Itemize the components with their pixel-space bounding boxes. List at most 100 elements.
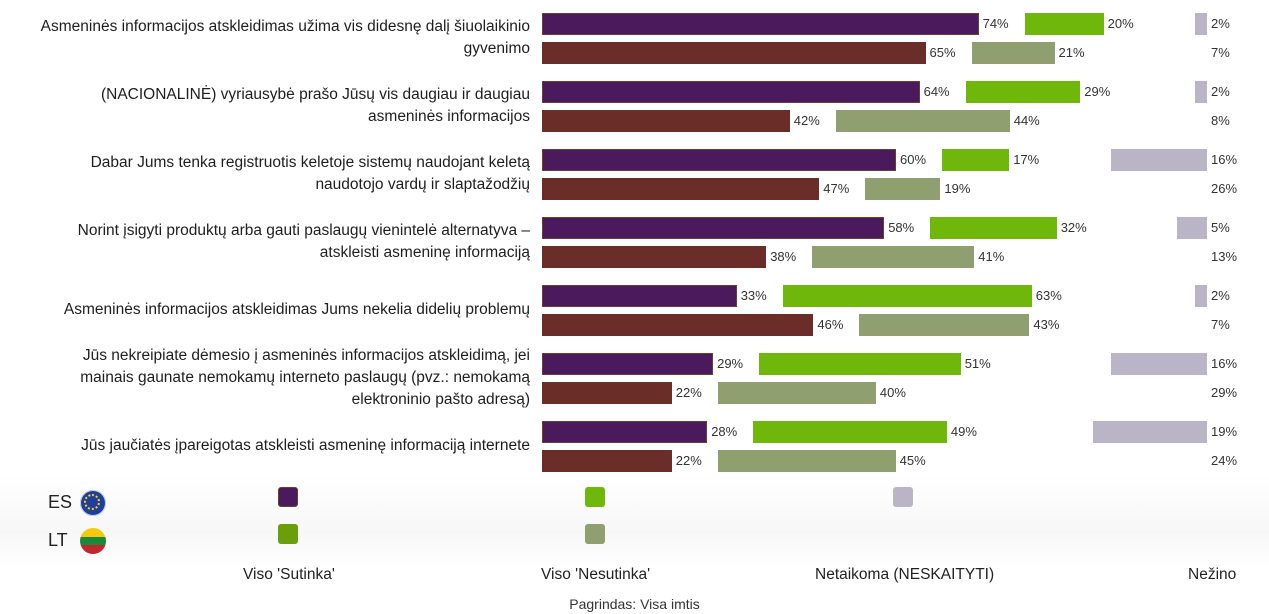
value-label: 64%	[923, 84, 950, 99]
value-label: 33%	[740, 288, 767, 303]
legend-band	[0, 475, 1269, 570]
value-label: 2%	[1211, 16, 1230, 31]
bar-lt-agree	[542, 246, 767, 268]
bar-lt-disagree	[812, 246, 975, 268]
bar-es-disagree	[1024, 13, 1104, 35]
bar-es-dk	[1093, 421, 1207, 443]
value-label: 20%	[1107, 16, 1134, 31]
value-label: 74%	[982, 16, 1009, 31]
bar-lt-agree	[542, 110, 790, 132]
legend-swatch-es-disagree	[585, 487, 605, 507]
bar-lt-disagree	[859, 314, 1030, 336]
value-label: 40%	[879, 385, 906, 400]
value-label: 58%	[888, 220, 915, 235]
column-header-na: Netaikoma (NESKAITYTI)	[815, 566, 995, 583]
question-label-line: asmeninės informacijos	[368, 108, 530, 125]
bar-es-dk	[1195, 81, 1207, 103]
question-label-line: elektroninio pašto adresą)	[351, 391, 530, 408]
value-label: 51%	[964, 356, 991, 371]
legend-lt-label: LT	[48, 530, 68, 550]
value-label: 24%	[1211, 453, 1238, 468]
value-label: 28%	[711, 424, 738, 439]
bar-es-agree	[542, 421, 708, 443]
bar-es-agree	[542, 217, 885, 239]
value-label: 65%	[929, 45, 956, 60]
bar-es-agree	[542, 149, 896, 171]
question-label: Jūs jaučiatės įpareigotas atskleisti asm…	[0, 435, 530, 457]
value-label: 2%	[1211, 84, 1230, 99]
legend-swatch-es-agree	[278, 487, 298, 507]
bar-es-dk	[1111, 353, 1207, 375]
eu-flag-icon	[80, 490, 106, 516]
bar-es-agree	[542, 13, 979, 35]
value-label: 29%	[1084, 84, 1111, 99]
bar-lt-dk	[1159, 110, 1207, 132]
legend-swatch-lt-agree	[278, 524, 298, 544]
bar-es-dk	[1111, 149, 1207, 171]
column-header-dk: Nežino	[1188, 566, 1237, 583]
question-label: Dabar Jums tenka registruotis keletoje s…	[0, 152, 530, 196]
lithuania-flag-icon	[80, 528, 106, 554]
bar-lt-agree	[542, 178, 820, 200]
bar-lt-agree	[542, 382, 672, 404]
bar-lt-disagree	[865, 178, 941, 200]
question-label-line: naudotojo vardų ir slaptažodžių	[315, 176, 530, 193]
value-label: 5%	[1211, 220, 1230, 235]
bar-lt-agree	[542, 42, 926, 64]
bar-lt-disagree	[717, 382, 876, 404]
bar-es-disagree	[942, 149, 1010, 171]
bar-es-dk	[1195, 285, 1207, 307]
value-label: 44%	[1013, 113, 1040, 128]
bar-lt-agree	[542, 314, 814, 336]
value-label: 49%	[950, 424, 977, 439]
question-label-line: gyvenimo	[463, 40, 530, 57]
bar-es-disagree	[753, 421, 947, 443]
question-label: Asmeninės informacijos atskleidimas Jums…	[0, 299, 530, 321]
value-label: 7%	[1211, 317, 1230, 332]
bar-lt-disagree	[717, 450, 896, 472]
value-label: 43%	[1033, 317, 1060, 332]
question-label-line: atskleisti asmeninę informaciją	[319, 244, 530, 261]
value-label: 38%	[770, 249, 797, 264]
question-label: (NACIONALINĖ) vyriausybė prašo Jūsų vis …	[0, 84, 530, 128]
bar-es-disagree	[930, 217, 1057, 239]
value-label: 13%	[1211, 249, 1238, 264]
bar-es-dk	[1177, 217, 1207, 239]
value-label: 22%	[675, 453, 702, 468]
question-label-line: Jūs nekreipiate dėmesio į asmeninės info…	[82, 347, 530, 364]
value-label: 46%	[817, 317, 844, 332]
value-label: 16%	[1211, 356, 1238, 371]
legend-swatch-lt-disagree	[585, 524, 605, 544]
bar-es-disagree	[782, 285, 1032, 307]
legend-es-label: ES	[48, 492, 73, 512]
bar-es-dk	[1195, 13, 1207, 35]
value-label: 63%	[1035, 288, 1062, 303]
bar-lt-dk	[1051, 178, 1207, 200]
bar-es-disagree	[965, 81, 1081, 103]
bar-es-agree	[542, 81, 920, 103]
question-label-line: (NACIONALINĖ) vyriausybė prašo Jūsų vis …	[100, 86, 530, 103]
bar-lt-dk	[1063, 450, 1207, 472]
bar-lt-disagree	[835, 110, 1010, 132]
value-label: 41%	[978, 249, 1005, 264]
question-label: Asmeninės informacijos atskleidimas užim…	[0, 16, 530, 60]
value-label: 60%	[900, 152, 927, 167]
value-label: 22%	[675, 385, 702, 400]
value-label: 17%	[1013, 152, 1040, 167]
question-label-line: Asmeninės informacijos atskleidimas užim…	[40, 18, 530, 35]
question-label-line: mainais gaunate nemokamų interneto pasla…	[80, 369, 530, 386]
question-label-line: Jūs jaučiatės įpareigotas atskleisti asm…	[81, 437, 530, 454]
value-label: 42%	[793, 113, 820, 128]
column-header-agree: Viso 'Sutinka'	[243, 566, 335, 583]
value-label: 29%	[717, 356, 744, 371]
bar-lt-agree	[542, 450, 672, 472]
bar-lt-dk	[1129, 246, 1207, 268]
bar-es-agree	[542, 353, 714, 375]
value-label: 8%	[1211, 113, 1230, 128]
value-label: 47%	[823, 181, 850, 196]
value-label: 26%	[1211, 181, 1238, 196]
bar-lt-disagree	[971, 42, 1055, 64]
value-label: 2%	[1211, 288, 1230, 303]
value-label: 19%	[944, 181, 971, 196]
